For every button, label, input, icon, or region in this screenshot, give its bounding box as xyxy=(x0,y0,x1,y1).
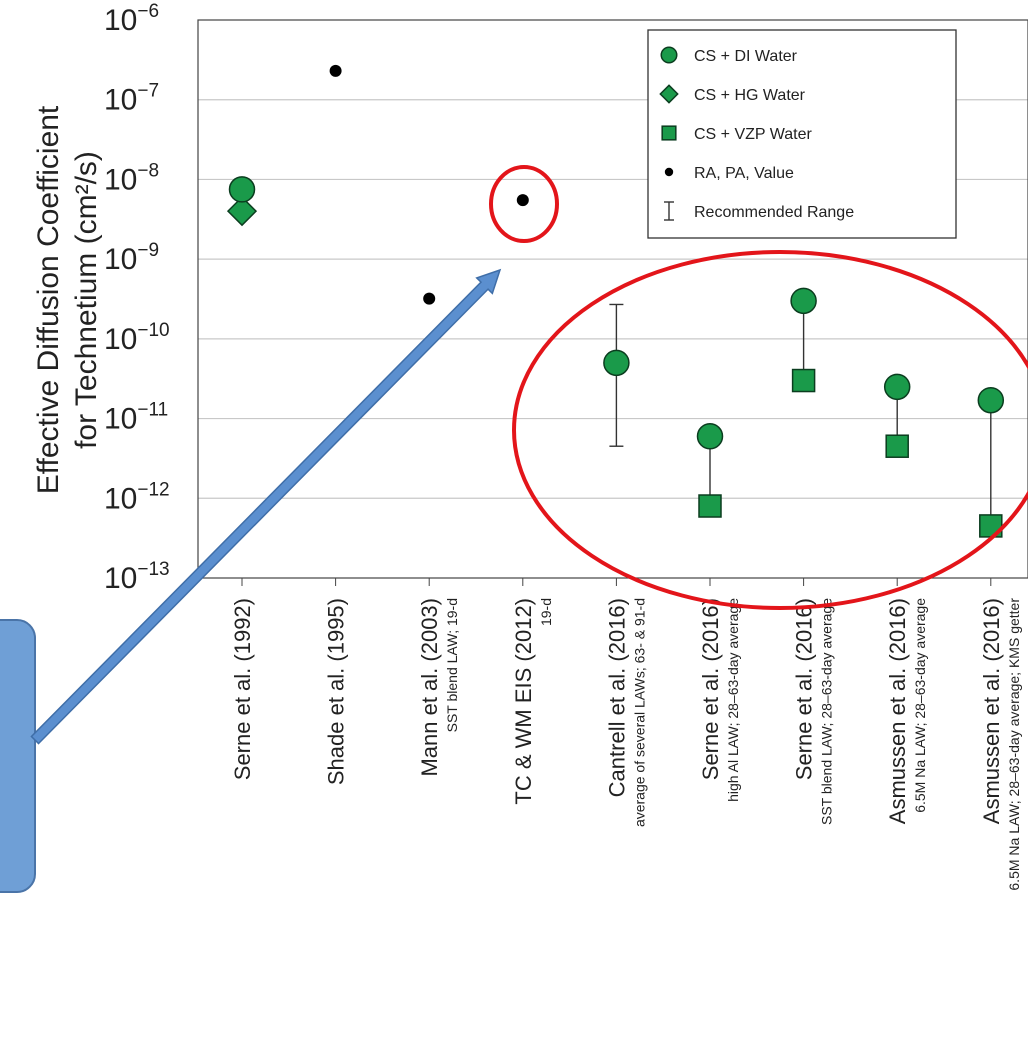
callout-box xyxy=(0,619,36,893)
x-category-label: Cantrell et al. (2016) average of several… xyxy=(604,598,647,827)
marker-cs-hg-water xyxy=(226,196,258,227)
y-tick-label: 10−11 xyxy=(104,400,168,436)
y-tick-label: 10−10 xyxy=(104,320,170,356)
plot-frame xyxy=(197,19,1028,579)
marker-ra-pa-value xyxy=(329,64,342,77)
x-category-subtitle: average of several LAWs; 63- & 91-d xyxy=(631,598,647,827)
marker-cs-vzp-water xyxy=(698,494,722,518)
y-tick-exponent: −6 xyxy=(137,1,159,22)
y-tick-label: 10−7 xyxy=(104,81,159,117)
y-tick-label: 10−8 xyxy=(104,160,159,196)
x-category-title: TC & WM EIS (2012) xyxy=(511,598,536,805)
y-axis-title-line: Effective Diffusion Coefficient xyxy=(32,105,65,494)
y-axis-label: Effective Diffusion Coefficient for Techn… xyxy=(32,105,103,494)
x-category-subtitle: 6.5M Na LAW; 28–63-day average xyxy=(912,598,928,813)
red-highlight-ellipse xyxy=(512,250,1028,610)
blue-arrow xyxy=(30,268,502,745)
marker-cs-di-water xyxy=(696,423,724,450)
legend-circle-icon xyxy=(660,46,678,64)
legend-square-icon xyxy=(661,125,677,141)
marker-cs-di-water xyxy=(977,386,1005,414)
y-tick-label: 10−13 xyxy=(104,559,170,595)
y-tick-base: 10 xyxy=(104,562,137,595)
x-category-label: Shade et al. (1995) xyxy=(324,598,349,785)
legend-dot-icon xyxy=(664,167,674,177)
y-tick-base: 10 xyxy=(104,243,137,276)
y-tick-label: 10−12 xyxy=(104,479,170,515)
x-category-label: TC & WM EIS (2012) 19-d xyxy=(511,598,554,805)
x-category-label: Serne et al. (2016) SST blend LAW; 28–63-… xyxy=(792,598,835,825)
marker-cs-di-water xyxy=(228,176,256,203)
y-tick-base: 10 xyxy=(104,163,137,196)
y-axis-title-line: for Technetium (cm²/s) xyxy=(70,151,103,449)
x-category-label: Serne et al. (2016) high Al LAW; 28–63-da… xyxy=(698,598,741,802)
x-axis-categories: Serne et al. (1992) Shade et al. (1995) Ma… xyxy=(230,598,1022,891)
y-tick-exponent: −11 xyxy=(137,400,168,421)
x-category-title: Serne et al. (1992) xyxy=(230,598,255,780)
data-markers xyxy=(226,64,1005,538)
x-category-title: Asmussen et al. (2016) xyxy=(979,598,1004,824)
x-axis-tick-marks xyxy=(241,578,992,586)
legend-label: CS + HG Water xyxy=(694,87,806,104)
y-tick-exponent: −10 xyxy=(137,320,169,341)
marker-ra-pa-value xyxy=(423,292,436,305)
x-category-title: Serne et al. (2016) xyxy=(792,598,817,780)
legend-label: CS + VZP Water xyxy=(694,126,812,143)
y-tick-exponent: −12 xyxy=(137,479,169,500)
x-category-title: Mann et al. (2003) xyxy=(417,598,442,777)
x-category-subtitle: 6.5M Na LAW; 28–63-day average; KMS gett… xyxy=(1006,598,1022,891)
legend-label: RA, PA, Value xyxy=(694,165,794,182)
legend-box xyxy=(647,29,957,239)
x-category-title: Asmussen et al. (2016) xyxy=(885,598,910,824)
x-category-title: Serne et al. (2016) xyxy=(698,598,723,780)
y-tick-base: 10 xyxy=(104,482,137,515)
x-category-title: Shade et al. (1995) xyxy=(324,598,349,785)
x-category-title: Cantrell et al. (2016) xyxy=(604,598,629,797)
x-category-subtitle: 19-d xyxy=(538,598,554,626)
legend-label: Recommended Range xyxy=(694,204,854,221)
annotations xyxy=(0,165,1028,893)
x-category-label: Asmussen et al. (2016) 6.5M Na LAW; 28–63… xyxy=(885,598,928,824)
marker-cs-di-water xyxy=(883,373,911,401)
y-tick-exponent: −8 xyxy=(137,160,159,181)
legend: CS + DI Water CS + HG Water CS + VZP Water… xyxy=(647,29,957,239)
marker-cs-di-water xyxy=(790,287,817,315)
y-tick-exponent: −13 xyxy=(137,559,169,580)
pair-connectors xyxy=(709,300,992,526)
legend-diamond-icon xyxy=(659,84,679,104)
y-tick-base: 10 xyxy=(104,403,137,436)
y-tick-base: 10 xyxy=(104,4,137,37)
y-tick-base: 10 xyxy=(104,323,137,356)
y-tick-label: 10−9 xyxy=(104,240,159,276)
marker-cs-di-water xyxy=(603,349,630,377)
x-category-subtitle: SST blend LAW; 19-d xyxy=(444,598,460,732)
y-tick-base: 10 xyxy=(104,84,137,117)
marker-cs-vzp-water xyxy=(791,368,816,393)
y-tick-label: 10−6 xyxy=(104,1,159,37)
y-tick-exponent: −7 xyxy=(137,81,159,102)
legend-label: CS + DI Water xyxy=(694,48,798,65)
y-axis-title: Effective Diffusion Coefficient for Techn… xyxy=(32,105,103,494)
x-category-label: Asmussen et al. (2016) 6.5M Na LAW; 28–63… xyxy=(979,598,1022,891)
x-category-label: Serne et al. (1992) xyxy=(230,598,255,780)
red-highlight-circle xyxy=(489,165,559,243)
marker-ra-pa-value xyxy=(516,194,529,207)
x-category-subtitle: SST blend LAW; 28–63-day average xyxy=(819,598,835,825)
x-category-subtitle: high Al LAW; 28–63-day average xyxy=(725,598,741,802)
y-tick-exponent: −9 xyxy=(137,240,159,261)
x-category-label: Mann et al. (2003) SST blend LAW; 19-d xyxy=(417,598,460,777)
marker-cs-vzp-water xyxy=(885,434,909,458)
